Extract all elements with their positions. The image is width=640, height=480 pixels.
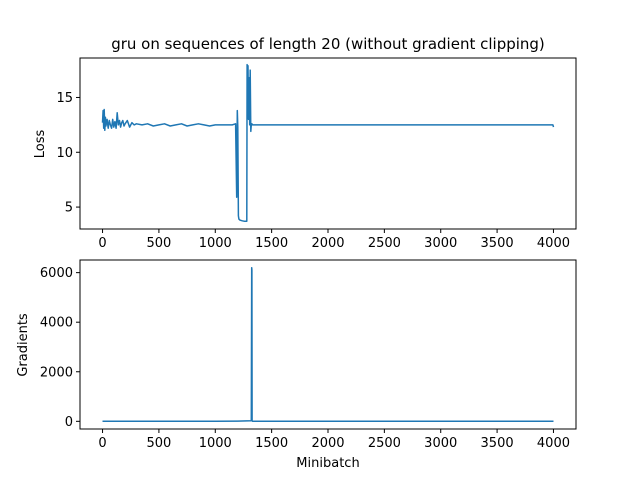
loss-x-tick-label: 4000 <box>537 236 570 251</box>
gradients-series-line-0 <box>102 266 554 423</box>
gradients-x-tick-label: 500 <box>146 436 171 451</box>
loss-x-tick-label: 3000 <box>424 236 457 251</box>
loss-x-tick-label: 3500 <box>481 236 514 251</box>
gradients-y-tick-label: 0 <box>65 415 73 430</box>
loss-x-tick-label: 1000 <box>199 236 232 251</box>
loss-panel: 0 500 1000 1500 2000 2500 3000 3500 4000 5 10 15 <box>56 57 577 251</box>
loss-y-tick-label: 10 <box>56 146 73 161</box>
loss-series-line-0 <box>101 63 555 223</box>
gradients-y-tick-label: 4000 <box>40 316 73 331</box>
gradients-x-tick-label: 4000 <box>537 436 570 451</box>
gradients-x-tick-label: 2500 <box>368 436 401 451</box>
loss-x-tick-label: 2000 <box>311 236 344 251</box>
loss-x-tick-label: 2500 <box>368 236 401 251</box>
gradients-panel: 0 500 1000 1500 2000 2500 3000 3500 4000 0 2000 400… <box>40 259 577 451</box>
gradients-x-tick-label: 1500 <box>255 436 288 451</box>
gradients-x-tick-label: 0 <box>98 436 106 451</box>
gradients-x-tick-label: 3000 <box>424 436 457 451</box>
loss-x-tick-label: 500 <box>146 236 171 251</box>
bottom-chart-xlabel: Minibatch <box>296 456 359 471</box>
loss-y-tick-label: 15 <box>56 91 73 106</box>
gradients-y-tick-label: 2000 <box>40 365 73 380</box>
gradients-y-tick-label: 6000 <box>40 266 73 281</box>
top-chart-ylabel: Loss <box>33 130 48 159</box>
gradients-x-tick-label: 2000 <box>311 436 344 451</box>
gradients-x-tick-label: 1000 <box>199 436 232 451</box>
top-chart-title: gru on sequences of length 20 (without g… <box>111 35 545 53</box>
bottom-chart-ylabel: Gradients <box>16 313 31 377</box>
gradients-x-tick-label: 3500 <box>481 436 514 451</box>
loss-y-tick-label: 5 <box>65 201 73 216</box>
loss-x-tick-label: 1500 <box>255 236 288 251</box>
loss-x-tick-label: 0 <box>98 236 106 251</box>
